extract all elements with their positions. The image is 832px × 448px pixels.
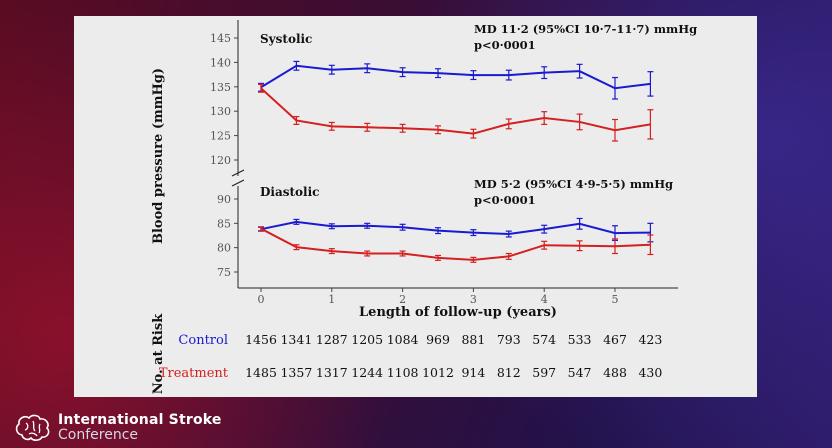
panel-title-diastolic: Diastolic: [260, 185, 319, 199]
at-risk-value-control: 1205: [351, 332, 383, 347]
y-tick-label-diastolic: 90: [217, 193, 231, 206]
y-tick-label-diastolic: 80: [217, 242, 231, 255]
series-line-diastolic-control: [260, 220, 651, 236]
at-risk-value-treatment: 1485: [245, 365, 277, 380]
axis-break-mark-upper: [231, 169, 245, 177]
at-risk-value-treatment: 1357: [280, 365, 312, 380]
x-tick-label: 3: [470, 293, 477, 306]
at-risk-value-control: 793: [497, 332, 521, 347]
x-tick-label: 4: [541, 293, 548, 306]
series-line-systolic-control: [260, 64, 651, 90]
x-tick-label: 1: [328, 293, 335, 306]
panel-pvalue-diastolic: p<0·0001: [474, 193, 536, 207]
logo-title: International Stroke: [58, 412, 222, 428]
brain-icon: [15, 414, 50, 441]
x-tick-label: 0: [258, 293, 265, 306]
x-tick-label: 5: [612, 293, 619, 306]
panel-annotation-systolic: MD 11·2 (95%CI 10·7-11·7) mmHg: [474, 22, 697, 36]
at-risk-value-control: 423: [638, 332, 662, 347]
y-tick-label-systolic: 145: [210, 32, 231, 45]
y-tick-label-systolic: 135: [210, 81, 231, 94]
at-risk-value-control: 1287: [316, 332, 348, 347]
logo-subtitle: Conference: [58, 427, 139, 443]
y-tick-label-diastolic: 75: [217, 266, 231, 279]
at-risk-value-treatment: 812: [497, 365, 521, 380]
at-risk-value-control: 1456: [245, 332, 277, 347]
y-tick-label-systolic: 140: [210, 56, 231, 69]
y-tick-label-systolic: 120: [210, 154, 231, 167]
at-risk-value-control: 533: [568, 332, 592, 347]
at-risk-value-treatment: 914: [461, 365, 485, 380]
at-risk-value-treatment: 488: [603, 365, 627, 380]
x-axis-label: Length of follow-up (years): [359, 305, 557, 320]
y-tick-label-systolic: 130: [210, 105, 231, 118]
at-risk-value-treatment: 1108: [387, 365, 419, 380]
at-risk-value-treatment: 1244: [351, 365, 383, 380]
at-risk-value-treatment: 1012: [422, 365, 454, 380]
panel-pvalue-systolic: p<0·0001: [474, 38, 536, 52]
slide: 0 1 2 3 4 5 Length of follow-up (years) Blood p…: [74, 16, 757, 397]
at-risk-value-control: 881: [461, 332, 485, 347]
y-axis-label: Blood pressure (mmHg): [151, 68, 166, 244]
at-risk-value-control: 1084: [387, 332, 419, 347]
at-risk-row-label-treatment: Treatment: [159, 366, 229, 381]
at-risk-value-treatment: 597: [532, 365, 556, 380]
at-risk-value-control: 969: [426, 332, 450, 347]
x-tick-label: 2: [399, 293, 406, 306]
at-risk-row-label-control: Control: [178, 333, 228, 348]
at-risk-value-control: 467: [603, 332, 627, 347]
series-line-diastolic-treatment: [260, 227, 651, 261]
series-line-systolic-treatment: [260, 87, 651, 135]
blood-pressure-chart: 0 1 2 3 4 5 Length of follow-up (years) Blood p…: [151, 20, 697, 394]
y-tick-label-systolic: 125: [210, 130, 231, 143]
panel-title-systolic: Systolic: [260, 32, 312, 46]
panel-annotation-diastolic: MD 5·2 (95%CI 4·9-5·5) mmHg: [474, 177, 673, 191]
conference-logo: International Stroke Conference: [14, 410, 222, 446]
at-risk-value-treatment: 430: [638, 365, 662, 380]
at-risk-value-treatment: 1317: [316, 365, 348, 380]
y-tick-label-diastolic: 85: [217, 217, 231, 230]
at-risk-value-treatment: 547: [568, 365, 592, 380]
at-risk-value-control: 1341: [280, 332, 312, 347]
axis-break-mark-lower: [231, 179, 245, 187]
at-risk-label: No. at Risk: [151, 313, 166, 394]
at-risk-value-control: 574: [532, 332, 556, 347]
